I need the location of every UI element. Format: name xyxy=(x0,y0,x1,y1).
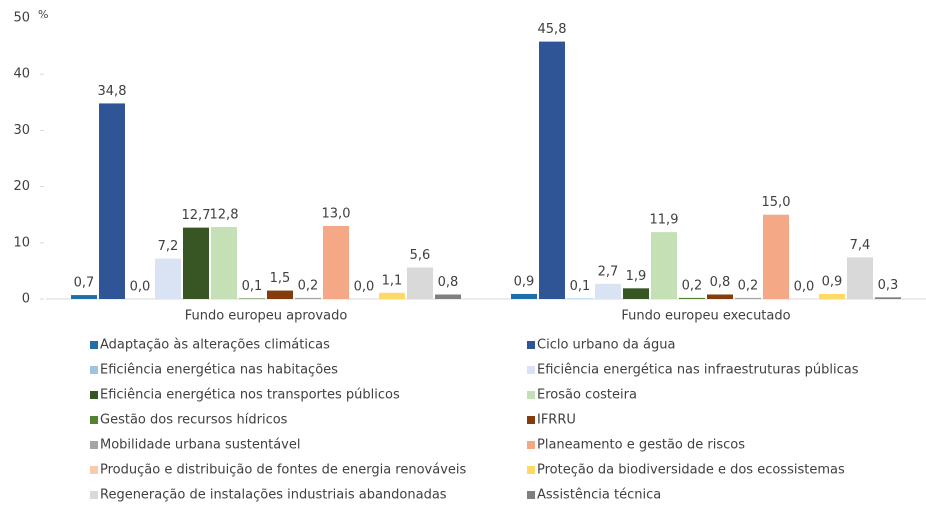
legend-swatch xyxy=(90,391,98,399)
legend-swatch xyxy=(90,491,98,499)
legend-label: Eficiência energética nos transportes pú… xyxy=(100,388,400,403)
data-label: 0,9 xyxy=(822,274,843,289)
legend-label: Planeamento e gestão de riscos xyxy=(537,438,745,453)
data-label: 7,2 xyxy=(158,239,179,254)
data-label: 34,8 xyxy=(98,84,127,99)
x-tick-label: Fundo europeu aprovado xyxy=(185,309,348,324)
y-tick-label: 40 xyxy=(13,67,30,82)
data-label: 0,7 xyxy=(74,276,95,291)
bar xyxy=(819,293,845,299)
bar xyxy=(99,103,125,299)
bar xyxy=(407,267,433,299)
data-label: 0,8 xyxy=(710,275,731,290)
legend-swatch xyxy=(90,341,98,349)
bar xyxy=(623,288,649,299)
data-label: 12,8 xyxy=(210,208,239,223)
bar xyxy=(267,290,293,299)
bar xyxy=(763,214,789,299)
data-label: 0,8 xyxy=(438,275,459,290)
bar xyxy=(847,257,873,299)
bar xyxy=(435,294,461,299)
legend-swatch xyxy=(90,416,98,424)
data-label: 0,9 xyxy=(514,274,535,289)
legend-label: IFRRU xyxy=(537,413,576,428)
legend-swatch xyxy=(527,441,535,449)
data-label: 12,7 xyxy=(182,208,211,223)
bar xyxy=(567,298,593,299)
data-label: 2,7 xyxy=(598,264,619,279)
legend-label: Eficiência energética nas habitações xyxy=(100,363,338,378)
legend-label: Eficiência energética nas infraestrutura… xyxy=(537,363,859,378)
legend-swatch xyxy=(90,366,98,374)
data-label: 7,4 xyxy=(850,238,871,253)
bar xyxy=(323,225,349,299)
bar xyxy=(155,258,181,299)
data-label: 0,1 xyxy=(242,279,263,294)
y-axis-label: % xyxy=(38,8,48,21)
bar xyxy=(183,227,209,299)
bar xyxy=(595,283,621,299)
y-tick-label: 0 xyxy=(22,292,30,307)
legend-label: Regeneração de instalações industriais a… xyxy=(100,488,447,503)
data-label: 13,0 xyxy=(322,206,351,221)
bar xyxy=(71,295,97,299)
data-label: 1,9 xyxy=(626,269,647,284)
bar xyxy=(511,293,537,299)
data-label: 0,0 xyxy=(794,280,815,295)
bar xyxy=(539,41,565,299)
bar xyxy=(707,294,733,299)
bar xyxy=(735,297,761,299)
legend-swatch xyxy=(527,491,535,499)
data-label: 0,2 xyxy=(738,278,759,293)
y-tick-label: 20 xyxy=(13,179,30,194)
data-label: 0,2 xyxy=(682,278,703,293)
data-label: 0,0 xyxy=(130,280,151,295)
data-label: 0,3 xyxy=(878,278,899,293)
bar xyxy=(211,227,237,299)
y-tick-label: 30 xyxy=(13,123,30,138)
bar xyxy=(295,297,321,299)
y-tick-label: 50 xyxy=(13,11,30,26)
data-label: 5,6 xyxy=(410,248,431,263)
legend-swatch xyxy=(527,391,535,399)
legend-swatch xyxy=(527,466,535,474)
bar xyxy=(875,297,901,299)
legend-swatch xyxy=(527,366,535,374)
x-tick-label: Fundo europeu executado xyxy=(621,309,790,324)
bar xyxy=(239,298,265,299)
data-label: 11,9 xyxy=(650,213,679,228)
legend-swatch xyxy=(90,441,98,449)
data-label: 15,0 xyxy=(762,195,791,210)
legend-label: Mobilidade urbana sustentável xyxy=(100,438,300,453)
data-label: 45,8 xyxy=(538,22,567,37)
legend-swatch xyxy=(527,416,535,424)
data-label: 0,0 xyxy=(354,280,375,295)
legend-swatch xyxy=(90,466,98,474)
legend-label: Adaptação às alterações climáticas xyxy=(100,338,330,353)
data-label: 0,1 xyxy=(570,279,591,294)
bar xyxy=(651,232,677,299)
bar xyxy=(379,292,405,299)
legend-label: Ciclo urbano da água xyxy=(537,338,675,353)
data-label: 0,2 xyxy=(298,278,319,293)
y-tick-label: 10 xyxy=(13,235,30,250)
legend-label: Erosão costeira xyxy=(537,388,637,403)
legend-label: Assistência técnica xyxy=(537,488,661,503)
legend-swatch xyxy=(527,341,535,349)
data-label: 1,5 xyxy=(270,271,291,286)
legend-label: Gestão dos recursos hídricos xyxy=(100,413,288,428)
legend-label: Proteção da biodiversidade e dos ecossis… xyxy=(537,463,845,478)
bar xyxy=(679,297,705,299)
data-label: 1,1 xyxy=(382,273,403,288)
legend-label: Produção e distribuição de fontes de ene… xyxy=(100,463,466,478)
